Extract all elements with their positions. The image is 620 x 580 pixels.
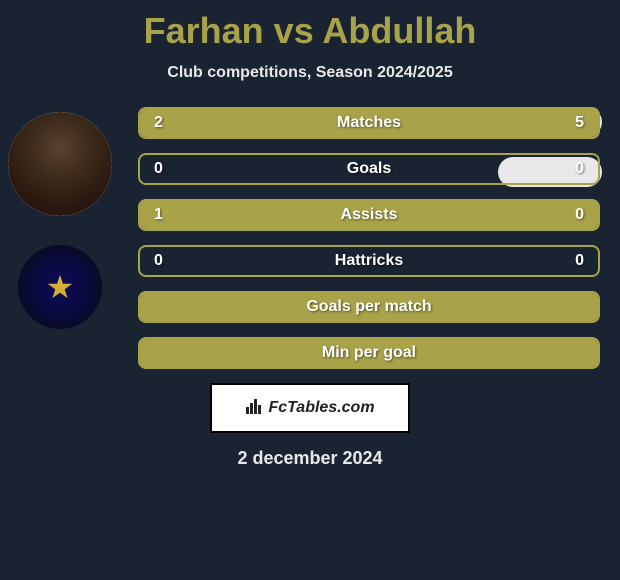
stat-label: Goals [347,160,391,178]
stat-value-left: 2 [154,114,163,132]
stat-value-left: 0 [154,252,163,270]
site-label: FcTables.com [268,399,374,417]
stat-row: 1 0 Assists [138,199,600,231]
avatar-image [8,112,112,216]
stat-value-right: 5 [575,114,584,132]
stat-value-right: 0 [575,160,584,178]
stat-row: Min per goal [138,337,600,369]
stat-label: Min per goal [322,344,416,362]
stat-label: Matches [337,114,401,132]
star-icon: ★ [46,268,75,306]
stat-value-left: 0 [154,160,163,178]
stat-value-left: 1 [154,206,163,224]
date-label: 2 december 2024 [0,448,620,469]
stat-fill-right [268,109,598,137]
stat-row: 0 0 Goals [138,153,600,185]
stat-label: Hattricks [335,252,403,270]
stat-row: 2 5 Matches [138,107,600,139]
stat-value-right: 0 [575,206,584,224]
subtitle: Club competitions, Season 2024/2025 [0,64,620,82]
club-badge-left: ★ [18,245,102,329]
stat-row: 0 0 Hattricks [138,245,600,277]
comparison-card: Farhan vs Abdullah Club competitions, Se… [0,0,620,479]
stats-section: 2 5 Matches 0 0 Goals 1 0 Assists 0 0 Hattricks Goal… [138,107,600,369]
player-avatar-left [8,112,112,216]
main-content: ★ 2 5 Matches 0 0 Goals 1 0 Assists 0 0 Hattricks Go… [0,107,620,369]
stat-label: Goals per match [306,298,431,316]
chart-icon [245,397,263,420]
page-title: Farhan vs Abdullah [0,10,620,52]
stat-row: Goals per match [138,291,600,323]
stat-value-right: 0 [575,252,584,270]
site-badge[interactable]: FcTables.com [210,383,410,433]
stat-label: Assists [341,206,398,224]
club-badge-inner: ★ [25,252,95,322]
